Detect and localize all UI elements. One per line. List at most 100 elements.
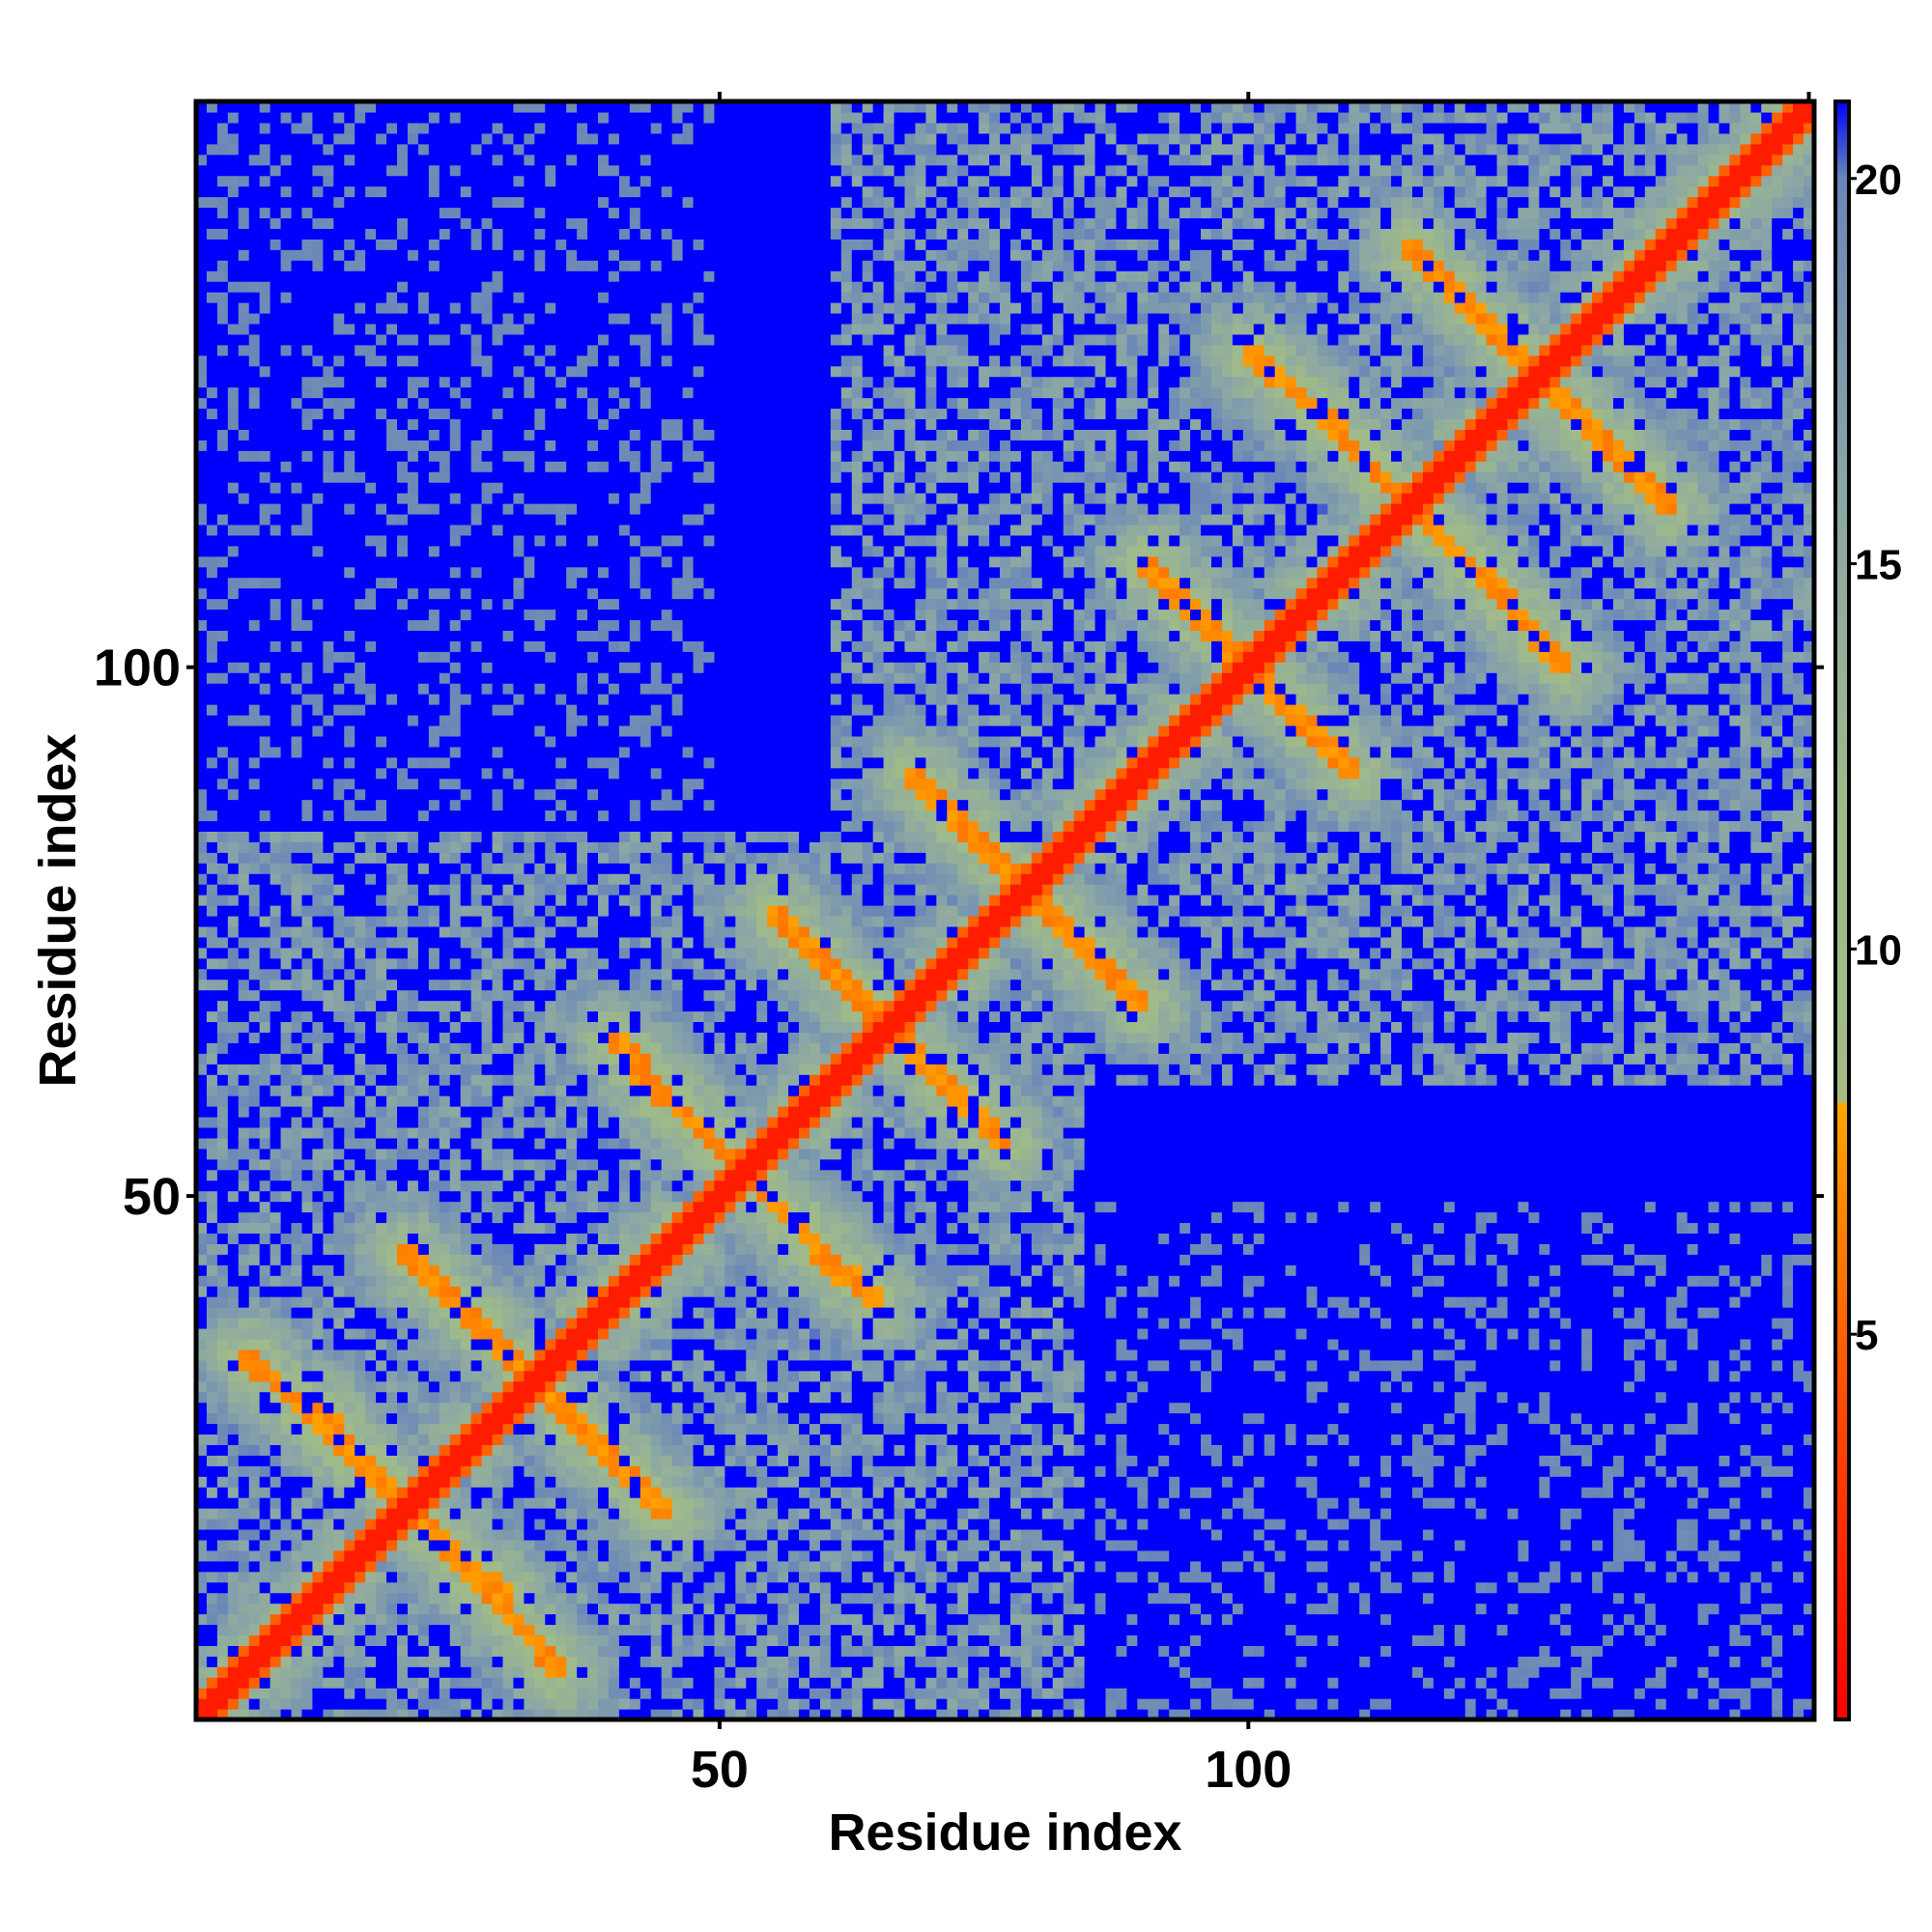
heatmap-cell: [417, 1688, 430, 1699]
heatmap-cell: [270, 1074, 282, 1086]
heatmap-cell: [344, 418, 355, 430]
heatmap-cell: [259, 1603, 271, 1615]
heatmap-cell: [270, 111, 282, 124]
heatmap-cell: [291, 1000, 303, 1012]
heatmap-cell: [397, 863, 409, 874]
heatmap-cell: [428, 746, 440, 758]
heatmap-cell: [449, 1624, 462, 1636]
heatmap-cell: [248, 1476, 261, 1488]
heatmap-cell: [238, 1549, 250, 1562]
heatmap-cell: [291, 185, 303, 198]
heatmap-cell: [439, 1053, 451, 1065]
heatmap-cell: [481, 175, 494, 187]
heatmap-cell: [376, 1126, 387, 1139]
heatmap-cell: [365, 1032, 377, 1043]
heatmap-cell: [270, 1391, 282, 1404]
heatmap-cell: [196, 566, 208, 579]
heatmap-cell: [470, 609, 483, 621]
heatmap-cell: [481, 1444, 494, 1456]
heatmap-cell: [481, 831, 494, 842]
heatmap-cell: [407, 1137, 419, 1150]
heatmap-cell: [376, 1518, 387, 1530]
heatmap-cell: [386, 1201, 398, 1213]
heatmap-cell: [449, 1074, 462, 1086]
heatmap-cell: [312, 440, 324, 451]
heatmap-cell: [259, 925, 271, 938]
heatmap-cell: [524, 1095, 535, 1107]
heatmap-cell: [365, 164, 377, 177]
heatmap-cell: [407, 884, 419, 895]
heatmap-cell: [470, 598, 483, 611]
heatmap-cell: [312, 355, 324, 367]
heatmap-cell: [196, 429, 208, 440]
heatmap-cell: [386, 1370, 398, 1382]
heatmap-cell: [248, 1254, 261, 1265]
heatmap-cell: [216, 905, 229, 917]
heatmap-cell: [460, 925, 472, 938]
heatmap-cell: [333, 281, 345, 293]
heatmap-cell: [355, 1327, 366, 1340]
heatmap-cell: [206, 1201, 218, 1213]
heatmap-cell: [470, 1634, 483, 1646]
heatmap-cell: [206, 239, 218, 250]
heatmap-cell: [386, 1126, 398, 1139]
heatmap-cell: [238, 799, 250, 811]
heatmap-cell: [301, 1201, 314, 1213]
heatmap-cell: [534, 1286, 546, 1297]
heatmap-cell: [439, 1095, 451, 1107]
heatmap-cell: [248, 344, 261, 356]
heatmap-cell: [524, 1053, 535, 1065]
heatmap-cell: [248, 598, 261, 611]
heatmap-cell: [344, 1021, 355, 1033]
heatmap-cell: [301, 513, 314, 526]
heatmap-cell: [291, 450, 303, 462]
heatmap-cell: [534, 1592, 546, 1605]
heatmap-cell: [270, 1571, 282, 1583]
heatmap-cell: [333, 207, 345, 219]
heatmap-cell: [386, 1688, 398, 1699]
heatmap-cell: [227, 365, 240, 378]
heatmap-cell: [481, 1137, 494, 1150]
heatmap-cell: [407, 694, 419, 705]
heatmap-cell: [280, 831, 293, 842]
heatmap-cell: [534, 1698, 546, 1710]
heatmap-cell: [407, 333, 419, 346]
heatmap-cell: [206, 365, 218, 378]
heatmap-cell: [386, 1476, 398, 1488]
heatmap-cell: [206, 1126, 218, 1139]
heatmap-cell: [291, 630, 303, 641]
heatmap-cell: [248, 609, 261, 621]
heatmap-cell: [355, 1074, 366, 1086]
heatmap-cell: [323, 1508, 334, 1520]
heatmap-cell: [344, 1349, 355, 1361]
heatmap-cell: [355, 1497, 366, 1509]
heatmap-cell: [386, 333, 398, 346]
heatmap-cell: [428, 534, 440, 547]
heatmap-cell: [513, 1053, 525, 1065]
heatmap-cell: [513, 1380, 525, 1393]
heatmap-cell: [280, 154, 293, 166]
heatmap-cell: [376, 1645, 387, 1657]
heatmap-cell: [386, 831, 398, 842]
heatmap-cell: [227, 1359, 240, 1372]
heatmap-cell: [206, 1549, 218, 1562]
heatmap-cell: [280, 1402, 293, 1414]
heatmap-cell: [386, 1349, 398, 1361]
heatmap-cell: [206, 323, 218, 335]
heatmap-cell: [460, 619, 472, 631]
heatmap-cell: [344, 1634, 355, 1646]
heatmap-cell: [417, 503, 430, 515]
heatmap-cell: [428, 1211, 440, 1224]
heatmap-cell: [196, 207, 208, 219]
heatmap-cell: [397, 555, 409, 568]
heatmap-cell: [312, 1190, 324, 1203]
heatmap-cell: [513, 630, 525, 641]
heatmap-cell: [502, 587, 515, 600]
heatmap-cell: [417, 1539, 430, 1551]
heatmap-cell: [238, 852, 250, 864]
heatmap-cell: [301, 132, 314, 145]
heatmap-cell: [323, 333, 334, 346]
heatmap-cell: [248, 461, 261, 472]
heatmap-cell: [365, 1528, 377, 1541]
heatmap-cell: [376, 386, 387, 399]
